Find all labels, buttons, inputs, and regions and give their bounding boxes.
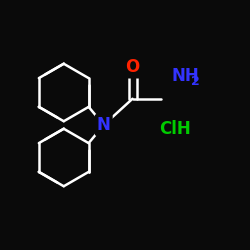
Text: N: N: [97, 116, 111, 134]
Text: NH: NH: [171, 67, 199, 85]
Text: O: O: [126, 58, 140, 76]
Text: 2: 2: [191, 75, 200, 88]
Text: ClH: ClH: [159, 120, 190, 138]
